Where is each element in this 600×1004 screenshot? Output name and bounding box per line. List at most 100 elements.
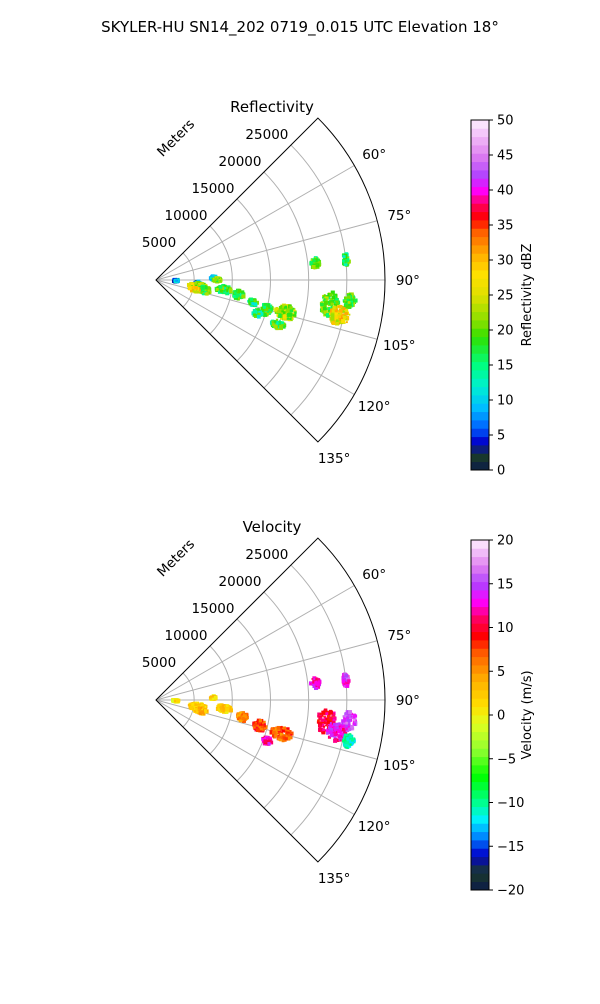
- velocity-panel: Velocity 5000 10000 15000 20000 25000 Meters 60…: [142, 518, 535, 899]
- reflectivity-colorbar-segment: [471, 453, 489, 463]
- reflectivity-colorbar-segment: [471, 395, 489, 404]
- velocity-colorbar-segment: [471, 623, 489, 633]
- reflectivity-colorbar-tick-label: 20: [497, 324, 514, 339]
- reflectivity-colorbar-segment: [471, 136, 489, 146]
- reflectivity-echoes: [171, 252, 358, 331]
- reflectivity-colorbar-tick-label: 10: [497, 394, 514, 409]
- velocity-colorbar-segment: [471, 740, 489, 749]
- velocity-azimuth-tick-label: 90°: [396, 693, 420, 709]
- reflectivity-echo: [341, 252, 351, 267]
- reflectivity-colorbar-segment: [471, 353, 489, 363]
- reflectivity-colorbar-segment: [471, 128, 489, 138]
- reflectivity-radial-tick-label: 15000: [192, 181, 235, 197]
- velocity-echo: [325, 721, 348, 743]
- velocity-colorbar-segment: [471, 831, 489, 841]
- velocity-colorbar-segment: [471, 706, 489, 716]
- reflectivity-colorbar-segment: [471, 336, 489, 346]
- velocity-colorbar-segment: [471, 840, 489, 849]
- reflectivity-colorbar-tick-label: 35: [497, 219, 514, 234]
- velocity-colorbar-segment: [471, 540, 489, 549]
- velocity-colorbar-segment: [471, 606, 489, 616]
- velocity-colorbar-segment: [471, 856, 489, 866]
- velocity-colorbar-segment: [471, 548, 489, 558]
- reflectivity-colorbar-segment: [471, 445, 489, 454]
- velocity-echo: [171, 698, 181, 704]
- velocity-colorbar-segment: [471, 881, 489, 891]
- reflectivity-echo: [232, 288, 246, 301]
- velocity-colorbar-tick-label: −15: [497, 840, 524, 855]
- reflectivity-colorbar-segment: [471, 253, 489, 263]
- reflectivity-colorbar-segment: [471, 236, 489, 246]
- velocity-colorbar-segment: [471, 581, 489, 591]
- velocity-colorbar-tick-label: 0: [497, 709, 505, 724]
- velocity-azimuth-tick-label: 105°: [383, 758, 416, 774]
- reflectivity-azimuth-tick-label: 135°: [318, 451, 351, 467]
- reflectivity-colorbar-segment: [471, 361, 489, 371]
- reflectivity-colorbar-segment: [471, 195, 489, 204]
- velocity-colorbar-segment: [471, 665, 489, 674]
- velocity-echo: [341, 710, 358, 733]
- reflectivity-echo: [309, 256, 322, 270]
- velocity-colorbar-segment: [471, 556, 489, 566]
- velocity-colorbar-segment: [471, 765, 489, 774]
- velocity-colorbar-tick-label: −5: [497, 752, 516, 767]
- velocity-colorbar-segment: [471, 848, 489, 858]
- reflectivity-colorbar-segment: [471, 245, 489, 254]
- velocity-colorbar-segment: [471, 598, 489, 608]
- reflectivity-colorbar-segment: [471, 203, 489, 213]
- reflectivity-sector-outline: [155, 117, 386, 443]
- reflectivity-azimuth-spoke: [155, 279, 355, 395]
- reflectivity-colorbar-segment: [471, 220, 489, 229]
- reflectivity-colorbar-segment: [471, 328, 489, 338]
- velocity-colorbar-segment: [471, 573, 489, 583]
- reflectivity-colorbar-segment: [471, 170, 489, 179]
- reflectivity-azimuth-spoke: [155, 165, 355, 281]
- velocity-colorbar-segment: [471, 656, 489, 666]
- reflectivity-colorbar-segment: [471, 270, 489, 279]
- velocity-colorbar-segment: [471, 715, 489, 724]
- velocity-colorbar-segment: [471, 748, 489, 758]
- velocity-colorbar-tick-label: 15: [497, 577, 514, 592]
- velocity-colorbar-segment: [471, 873, 489, 883]
- velocity-sector-outline: [155, 537, 386, 863]
- velocity-azimuth-tick-label: 135°: [318, 871, 351, 887]
- reflectivity-colorbar-segment: [471, 228, 489, 238]
- reflectivity-echo: [171, 277, 180, 284]
- figure-suptitle: SKYLER-HU SN14_202 0719_0.015 UTC Elevat…: [101, 18, 499, 37]
- reflectivity-colorbar-segment: [471, 320, 489, 329]
- reflectivity-echo: [342, 292, 358, 309]
- reflectivity-colorbar-tick-label: 25: [497, 289, 514, 304]
- velocity-radial-tick-label: 5000: [142, 655, 176, 671]
- velocity-colorbar-segment: [471, 681, 489, 691]
- velocity-echo: [341, 672, 351, 688]
- reflectivity-colorbar-segment: [471, 311, 489, 321]
- reflectivity-echo: [187, 285, 201, 294]
- velocity-colorbar-segment: [471, 673, 489, 683]
- reflectivity-colorbar-tick-label: 45: [497, 149, 514, 164]
- velocity-colorbar-segment: [471, 698, 489, 708]
- reflectivity-colorbar-segment: [471, 211, 489, 221]
- velocity-radial-axis-label: Meters: [154, 536, 198, 580]
- velocity-colorbar-segment: [471, 631, 489, 641]
- velocity-colorbar-segment: [471, 773, 489, 783]
- velocity-azimuth-tick-label: 120°: [358, 819, 391, 835]
- reflectivity-colorbar-segment: [471, 286, 489, 296]
- velocity-radial-tick-label: 25000: [245, 547, 288, 563]
- reflectivity-azimuth-spoke: [155, 220, 378, 281]
- reflectivity-colorbar-segment: [471, 186, 489, 196]
- reflectivity-colorbar-segment: [471, 145, 489, 154]
- reflectivity-radial-axis-label: Meters: [154, 116, 198, 160]
- reflectivity-colorbar-tick-label: 0: [497, 464, 505, 479]
- velocity-colorbar-segment: [471, 648, 489, 658]
- velocity-echoes: [171, 672, 358, 749]
- velocity-colorbar-tick-label: −10: [497, 796, 524, 811]
- velocity-echo: [236, 711, 249, 723]
- velocity-colorbar-segment: [471, 565, 489, 574]
- velocity-radial-tick-label: 15000: [192, 601, 235, 617]
- velocity-colorbar-segment: [471, 823, 489, 833]
- reflectivity-echo: [329, 304, 351, 326]
- velocity-colorbar-tick-label: 5: [497, 665, 505, 680]
- velocity-colorbar-segment: [471, 815, 489, 824]
- velocity-colorbar-tick-label: 10: [497, 621, 514, 636]
